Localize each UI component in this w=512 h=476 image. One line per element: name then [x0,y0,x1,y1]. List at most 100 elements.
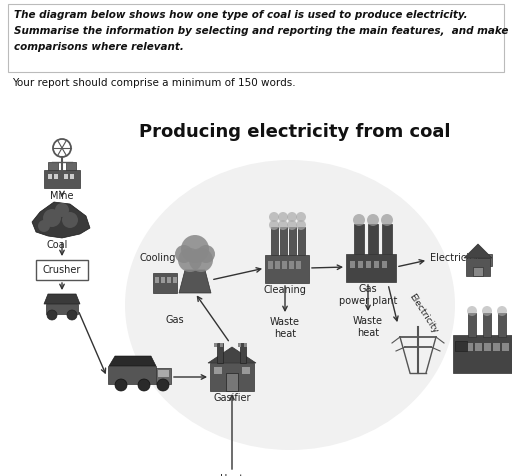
Polygon shape [208,347,256,363]
Polygon shape [179,270,211,293]
Text: Mine: Mine [50,191,74,201]
Bar [468,313,476,337]
Circle shape [43,209,61,227]
Bar [210,363,254,391]
Polygon shape [44,294,80,304]
Bar [502,343,509,351]
Bar [358,261,363,268]
Circle shape [189,248,213,272]
Bar [455,341,467,351]
Bar [54,174,58,179]
Circle shape [67,310,77,320]
Circle shape [467,306,477,316]
Circle shape [278,220,288,230]
Bar [368,224,378,254]
Text: Crusher: Crusher [43,265,81,275]
Circle shape [287,220,297,230]
Bar [108,366,156,384]
Circle shape [157,379,169,391]
Bar [282,261,287,269]
Bar [382,224,392,254]
Text: Electricity: Electricity [430,253,479,263]
Bar [457,343,464,351]
Text: Gas
power plant: Gas power plant [339,284,397,306]
Bar [265,255,309,283]
Text: Waste
heat: Waste heat [270,317,300,338]
Bar [64,174,68,179]
Bar [44,170,80,188]
Bar [268,261,273,269]
Circle shape [296,220,306,230]
Bar [244,343,247,347]
Bar [484,343,491,351]
Text: The diagram below shows how one type of coal is used to produce electricity.: The diagram below shows how one type of … [14,10,467,20]
Bar [173,277,177,283]
Bar [289,261,294,269]
Text: Waste
heat: Waste heat [353,316,383,337]
Text: Heat: Heat [220,474,244,476]
Bar [220,343,223,347]
Bar [155,277,159,283]
Bar [217,343,223,363]
Bar [8,4,504,72]
Polygon shape [109,356,156,366]
Text: Electricity: Electricity [407,292,439,336]
Text: Cooling: Cooling [140,253,176,263]
Circle shape [367,214,379,226]
Bar [214,367,222,374]
Bar [374,261,379,268]
Polygon shape [32,202,90,238]
Circle shape [55,203,69,217]
Bar [453,335,512,373]
Text: Cleaning: Cleaning [264,285,307,295]
Bar [153,273,177,293]
Circle shape [278,212,288,222]
Bar [242,367,250,374]
Circle shape [381,214,393,226]
Bar [48,174,52,179]
Circle shape [296,212,306,222]
Polygon shape [464,244,492,258]
Text: Coal: Coal [46,240,68,250]
Bar [466,343,473,351]
Bar [483,313,491,337]
Bar [296,261,301,269]
Bar [498,313,506,337]
Circle shape [62,212,78,228]
Circle shape [178,248,202,272]
Bar [475,343,482,351]
Bar [271,227,278,255]
Bar [214,343,217,347]
Bar [280,227,287,255]
Circle shape [353,214,365,226]
Bar [366,261,371,268]
Bar [48,162,58,170]
Bar [238,343,241,347]
Bar [354,224,364,254]
Bar [70,174,74,179]
Bar [46,304,78,314]
Bar [493,343,500,351]
Bar [473,267,483,276]
Bar [289,227,296,255]
Ellipse shape [125,160,455,450]
Text: Your report should comprise a minimum of 150 words.: Your report should comprise a minimum of… [12,78,295,88]
Bar [36,260,88,280]
Text: comparisons where relevant.: comparisons where relevant. [14,42,184,52]
Bar [66,162,76,170]
Circle shape [47,310,57,320]
Bar [382,261,387,268]
Bar [275,261,280,269]
Bar [350,261,355,268]
Circle shape [38,220,50,232]
Bar [298,227,305,255]
Bar [240,343,246,363]
Bar [478,254,492,266]
Circle shape [269,220,279,230]
Text: Producing electricity from coal: Producing electricity from coal [139,123,451,141]
Text: Gasifier: Gasifier [214,393,251,403]
Circle shape [497,306,507,316]
Circle shape [269,212,279,222]
Circle shape [115,379,127,391]
Bar [346,254,396,282]
